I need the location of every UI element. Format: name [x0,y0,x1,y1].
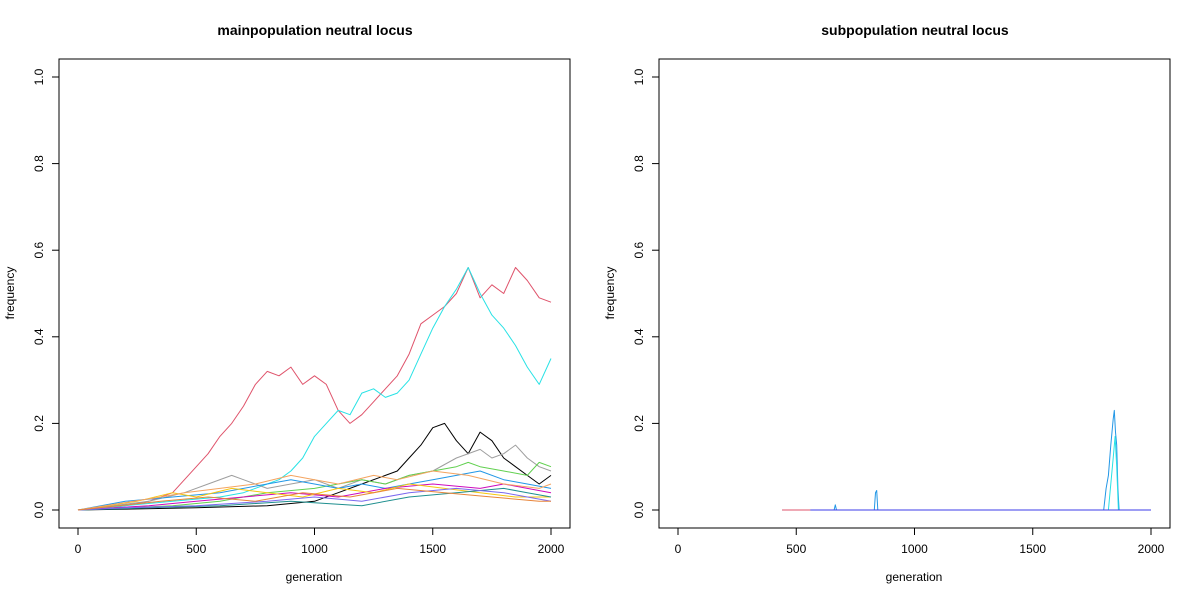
y-axis: 0.0 0.2 0.4 0.6 0.8 1.0 [32,68,60,518]
chart-title: mainpopulation neutral locus [217,22,412,38]
sub-population-panel: subpopulation neutral locus generation f… [603,22,1171,584]
y-tick-label: 1.0 [32,68,46,85]
y-axis-label: frequency [3,267,17,320]
series-line [77,444,552,511]
x-axis: 0 500 1000 1500 2000 [75,527,565,556]
y-axis: 0.0 0.2 0.4 0.6 0.8 1.0 [632,68,660,518]
series-group [77,267,552,511]
x-axis: 0 500 1000 1500 2000 [675,527,1165,556]
series-line [77,470,552,511]
y-tick-label: 0.6 [32,242,46,259]
x-tick-label: 1500 [1019,542,1046,556]
y-tick-label: 0.8 [32,155,46,172]
x-tick-label: 500 [186,542,206,556]
series-line [77,422,552,511]
y-tick-label: 0.0 [632,501,646,518]
x-tick-label: 1000 [301,542,328,556]
x-tick-label: 1000 [901,542,928,556]
series-line [1107,435,1119,511]
x-tick-label: 500 [786,542,806,556]
y-tick-label: 0.4 [632,328,646,345]
series-group [782,409,1151,511]
series-line [77,487,552,511]
x-tick-label: 0 [75,542,82,556]
main-population-panel: mainpopulation neutral locus generation … [3,22,571,584]
series-line [77,487,551,511]
x-tick-label: 0 [675,542,682,556]
y-tick-label: 0.2 [632,415,646,432]
y-tick-label: 0.2 [32,415,46,432]
series-line [77,470,552,511]
x-tick-label: 2000 [1138,542,1165,556]
series-line [77,483,551,511]
series-line [77,461,552,511]
y-tick-label: 0.0 [32,501,46,518]
series-line [77,487,552,511]
y-tick-label: 0.6 [632,242,646,259]
y-tick-label: 0.8 [632,155,646,172]
plot-frame [658,58,1171,529]
y-axis-label: frequency [603,267,617,320]
y-tick-label: 0.4 [32,328,46,345]
series-line [77,267,552,511]
x-tick-label: 1500 [419,542,446,556]
series-line [782,409,1151,511]
y-tick-label: 1.0 [632,68,646,85]
series-line [77,267,552,511]
x-tick-label: 2000 [538,542,565,556]
x-axis-label: generation [286,570,343,584]
chart-title: subpopulation neutral locus [821,22,1009,38]
x-axis-label: generation [886,570,943,584]
